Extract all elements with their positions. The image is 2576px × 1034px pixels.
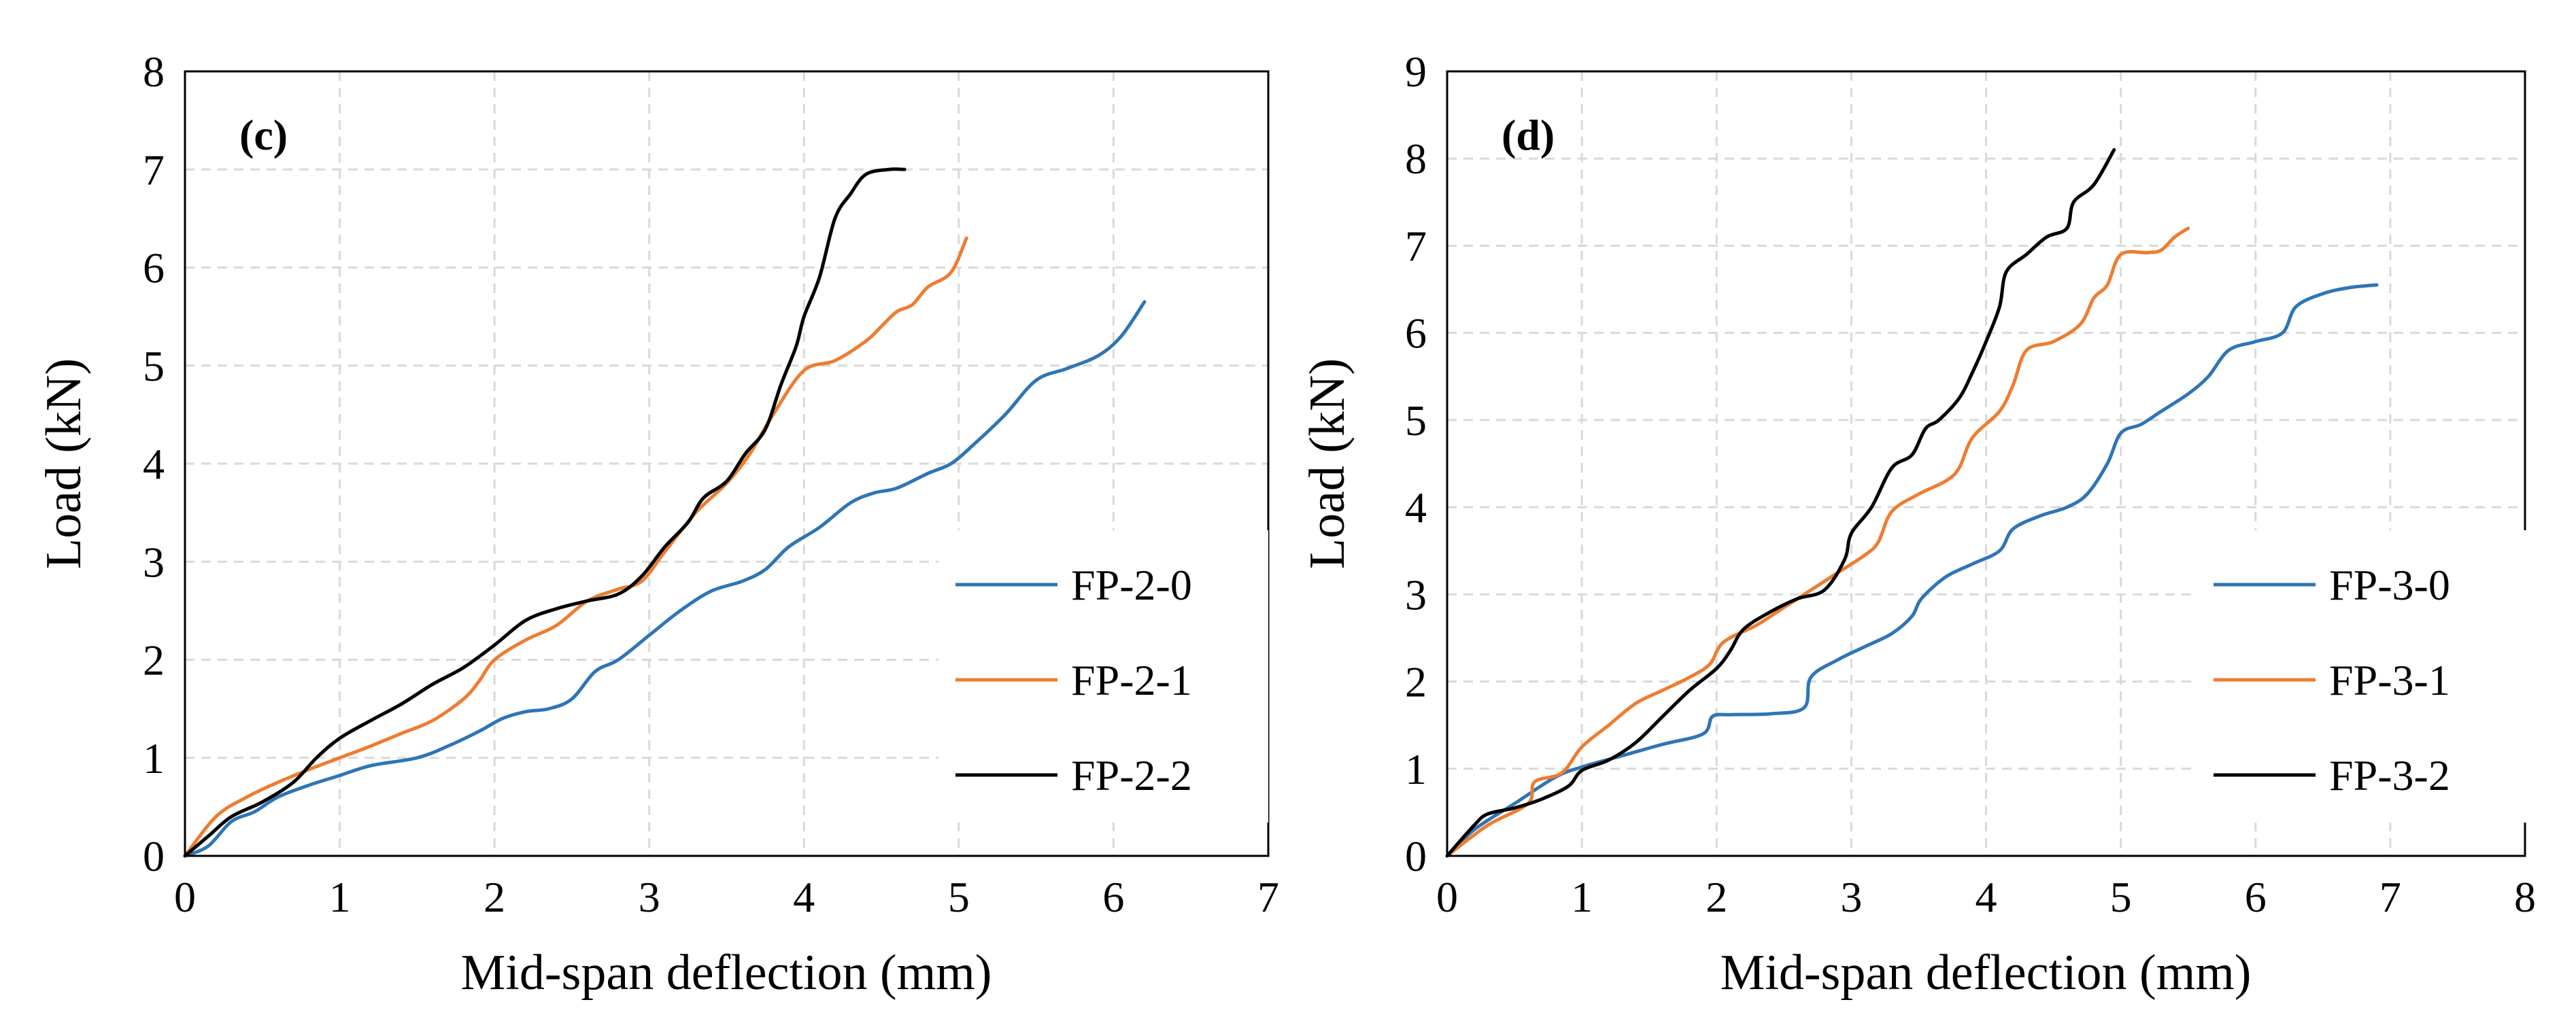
x-tick-label: 1 — [329, 873, 351, 921]
panel-label-c: (c) — [239, 111, 288, 159]
y-tick-labels-c: 0 1 2 3 4 5 6 7 8 — [143, 48, 165, 880]
x-tick-label: 6 — [2245, 873, 2267, 921]
legend-entry: FP-2-1 — [1071, 656, 1192, 704]
plot-area-c — [184, 70, 1270, 857]
x-tick-label: 3 — [1840, 873, 1862, 921]
y-tick-label: 5 — [143, 342, 165, 390]
y-tick-label: 3 — [143, 538, 165, 586]
x-tick-label: 7 — [2379, 873, 2401, 921]
x-tick-label: 3 — [639, 873, 660, 921]
x-tick-label: 2 — [1706, 873, 1727, 921]
y-tick-label: 7 — [143, 145, 165, 194]
series-line-fp-2-2 — [183, 167, 906, 858]
series-line-fp-3-2 — [1445, 148, 2116, 858]
y-tick-label: 2 — [143, 636, 165, 685]
panel-label-d: (d) — [1502, 111, 1555, 159]
y-tick-label: 0 — [143, 832, 165, 880]
y-tick-label: 9 — [1405, 48, 1427, 96]
x-tick-labels-c: 0 1 2 3 4 5 6 7 — [174, 873, 1279, 921]
legend-d: FP-3-0 FP-3-1 FP-3-2 — [2197, 530, 2526, 823]
y-tick-label: 4 — [1405, 483, 1427, 532]
legend-entry: FP-3-1 — [2329, 656, 2450, 704]
y-tick-label: 8 — [143, 48, 165, 96]
legend-entry: FP-2-2 — [1071, 751, 1192, 799]
x-tick-label: 6 — [1102, 873, 1124, 921]
gridlines-c — [185, 71, 1268, 856]
series-line-fp-3-0 — [1445, 283, 2379, 858]
series-group-d — [1445, 148, 2379, 858]
y-tick-label: 1 — [143, 734, 165, 782]
chart-panel-d: 0 1 2 3 4 5 6 7 8 0 1 2 3 4 5 6 7 8 9 (d) Mid-span deflec… — [1300, 48, 2536, 1001]
series-line-fp-2-0 — [183, 300, 1147, 858]
series-group-c — [183, 167, 1147, 858]
x-tick-labels-d: 0 1 2 3 4 5 6 7 8 — [1436, 873, 2536, 921]
y-tick-label: 7 — [1405, 222, 1427, 270]
x-tick-label: 2 — [484, 873, 505, 921]
x-tick-label: 1 — [1571, 873, 1593, 921]
y-tick-label: 4 — [143, 440, 165, 488]
series-line-fp-3-1 — [1445, 226, 2190, 858]
x-tick-label: 0 — [174, 873, 196, 921]
y-tick-label: 0 — [1405, 832, 1427, 880]
x-tick-label: 4 — [793, 873, 815, 921]
series-line-fp-2-1 — [183, 236, 968, 858]
y-axis-label-c: Load (kN) — [36, 358, 92, 569]
y-tick-label: 2 — [1405, 658, 1427, 706]
x-tick-label: 8 — [2514, 873, 2536, 921]
legend-c: FP-2-0 FP-2-1 FP-2-2 — [938, 530, 1268, 823]
chart-panel-c: 0 1 2 3 4 5 6 7 0 1 2 3 4 5 6 7 8 (c) Mid-span deflecti… — [36, 48, 1279, 1001]
x-tick-label: 5 — [948, 873, 970, 921]
y-tick-label: 6 — [143, 244, 165, 292]
x-tick-label: 7 — [1257, 873, 1279, 921]
y-tick-label: 6 — [1405, 309, 1427, 358]
x-tick-label: 5 — [2110, 873, 2132, 921]
x-axis-label-d: Mid-span deflection (mm) — [1721, 945, 2252, 1001]
plot-area-d — [1446, 70, 2526, 857]
y-axis-label-d: Load (kN) — [1300, 358, 1355, 569]
legend-entry: FP-3-0 — [2329, 561, 2450, 609]
legend-entry: FP-3-2 — [2329, 751, 2450, 799]
x-tick-label: 0 — [1436, 873, 1458, 921]
y-tick-labels-d: 0 1 2 3 4 5 6 7 8 9 — [1405, 48, 1427, 880]
y-tick-label: 8 — [1405, 135, 1427, 183]
x-axis-label-c: Mid-span deflection (mm) — [461, 945, 992, 1001]
y-tick-label: 3 — [1405, 570, 1427, 619]
x-tick-label: 4 — [1976, 873, 1997, 921]
y-tick-label: 1 — [1405, 745, 1427, 793]
y-tick-label: 5 — [1405, 396, 1427, 445]
legend-entry: FP-2-0 — [1071, 561, 1192, 609]
